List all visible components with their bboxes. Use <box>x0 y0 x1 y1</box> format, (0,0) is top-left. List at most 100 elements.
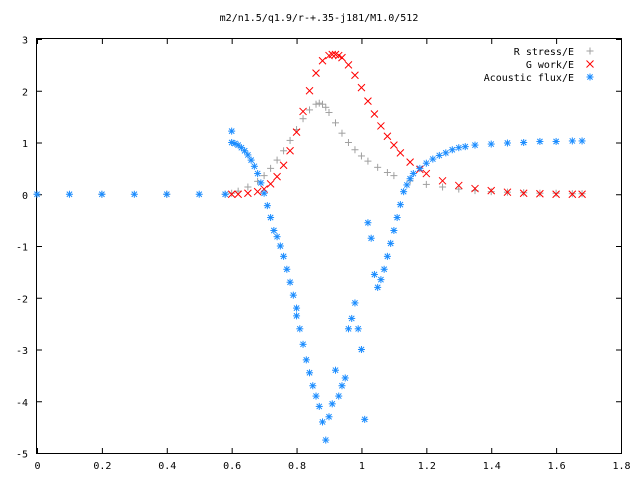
data-point <box>267 164 275 172</box>
x-tick-label: 1.4 <box>483 461 501 472</box>
data-point <box>374 163 382 171</box>
data-point <box>383 169 391 177</box>
legend-label: G work/E <box>526 60 574 71</box>
legend-marker <box>586 47 594 55</box>
data-point <box>286 136 294 144</box>
data-point <box>552 137 560 145</box>
legend-marker <box>586 60 594 68</box>
data-point <box>380 265 388 273</box>
data-point <box>289 291 297 299</box>
data-point <box>396 148 405 157</box>
data-point <box>293 312 301 320</box>
data-point <box>257 179 265 187</box>
data-point <box>422 180 430 188</box>
series-1 <box>227 50 586 199</box>
data-point <box>299 340 307 348</box>
data-point <box>228 139 236 146</box>
data-point <box>279 161 288 170</box>
data-point <box>227 190 236 199</box>
data-point <box>396 201 404 209</box>
x-tick-label: 1.8 <box>612 461 630 472</box>
y-tick-label: 1 <box>22 139 28 150</box>
data-point <box>568 137 576 145</box>
data-point <box>503 188 512 197</box>
data-point <box>280 252 288 260</box>
data-point <box>221 190 229 198</box>
data-point <box>273 156 281 164</box>
data-point <box>322 103 330 111</box>
x-tick-label: 0.6 <box>223 461 241 472</box>
legend-label: Acoustic flux/E <box>484 73 574 84</box>
data-point <box>328 400 336 408</box>
x-tick-label: 1 <box>359 461 365 472</box>
data-point <box>367 234 375 242</box>
legend-marker <box>586 73 594 81</box>
data-point <box>351 146 359 154</box>
data-point <box>578 137 586 145</box>
data-point <box>244 183 252 191</box>
data-point <box>331 366 339 374</box>
data-point <box>422 159 430 167</box>
data-point <box>487 186 496 195</box>
x-tick-label: 0.4 <box>158 461 176 472</box>
data-point <box>319 418 327 426</box>
y-tick-label: 3 <box>22 36 28 47</box>
data-point <box>471 184 479 193</box>
data-point <box>435 151 443 159</box>
data-point <box>520 139 528 146</box>
data-point <box>293 304 301 312</box>
data-point <box>354 325 362 333</box>
data-point <box>299 115 307 123</box>
data-point <box>33 190 41 198</box>
data-point <box>357 346 365 353</box>
data-point <box>195 190 203 198</box>
y-tick-label: -5 <box>16 450 28 461</box>
data-point <box>370 110 379 118</box>
data-point <box>357 83 366 92</box>
data-point <box>270 226 278 234</box>
data-point <box>250 162 258 170</box>
data-point <box>234 190 243 199</box>
chart-title: m2/n1.5/q1.9/r-+.35-j181/M1.0/512 <box>220 13 419 24</box>
plot-frame <box>36 38 622 454</box>
data-point <box>341 374 349 382</box>
data-point <box>338 129 346 137</box>
data-point <box>536 137 544 145</box>
data-point <box>455 185 463 193</box>
data-point <box>357 152 365 160</box>
data-point <box>351 299 359 307</box>
data-point <box>442 149 450 157</box>
data-point <box>536 189 544 198</box>
y-tick-label: -2 <box>16 294 28 305</box>
data-point <box>487 140 495 148</box>
y-tick-label: -4 <box>16 398 28 409</box>
data-point <box>338 382 346 390</box>
data-point <box>253 187 262 196</box>
data-point <box>361 415 369 423</box>
data-point <box>280 147 288 155</box>
data-point <box>302 356 310 364</box>
data-point <box>377 122 385 130</box>
x-tick-label: 0 <box>34 461 40 472</box>
data-point <box>387 239 395 247</box>
data-point <box>263 202 271 210</box>
data-point <box>454 181 463 190</box>
data-point <box>286 278 294 286</box>
x-tick-label: 1.2 <box>418 461 436 472</box>
data-point <box>487 188 495 196</box>
x-tick-label: 0.2 <box>93 461 111 472</box>
data-point <box>461 143 469 151</box>
data-point <box>416 164 424 172</box>
data-point <box>319 100 327 108</box>
data-point <box>439 183 447 191</box>
data-point <box>331 119 339 127</box>
y-tick-label: 2 <box>22 87 28 98</box>
data-point <box>455 144 463 152</box>
data-point <box>299 107 307 116</box>
data-point <box>364 219 372 227</box>
data-point <box>266 180 275 188</box>
data-point <box>503 139 511 147</box>
data-point <box>260 172 268 180</box>
data-marks <box>33 50 586 444</box>
axes: 0 0.2 0.4 0.6 0.8 1 1.2 1.4 1.6 1.8 -5 -4 -3 -2 -1 0 1 2 3 <box>16 36 631 473</box>
